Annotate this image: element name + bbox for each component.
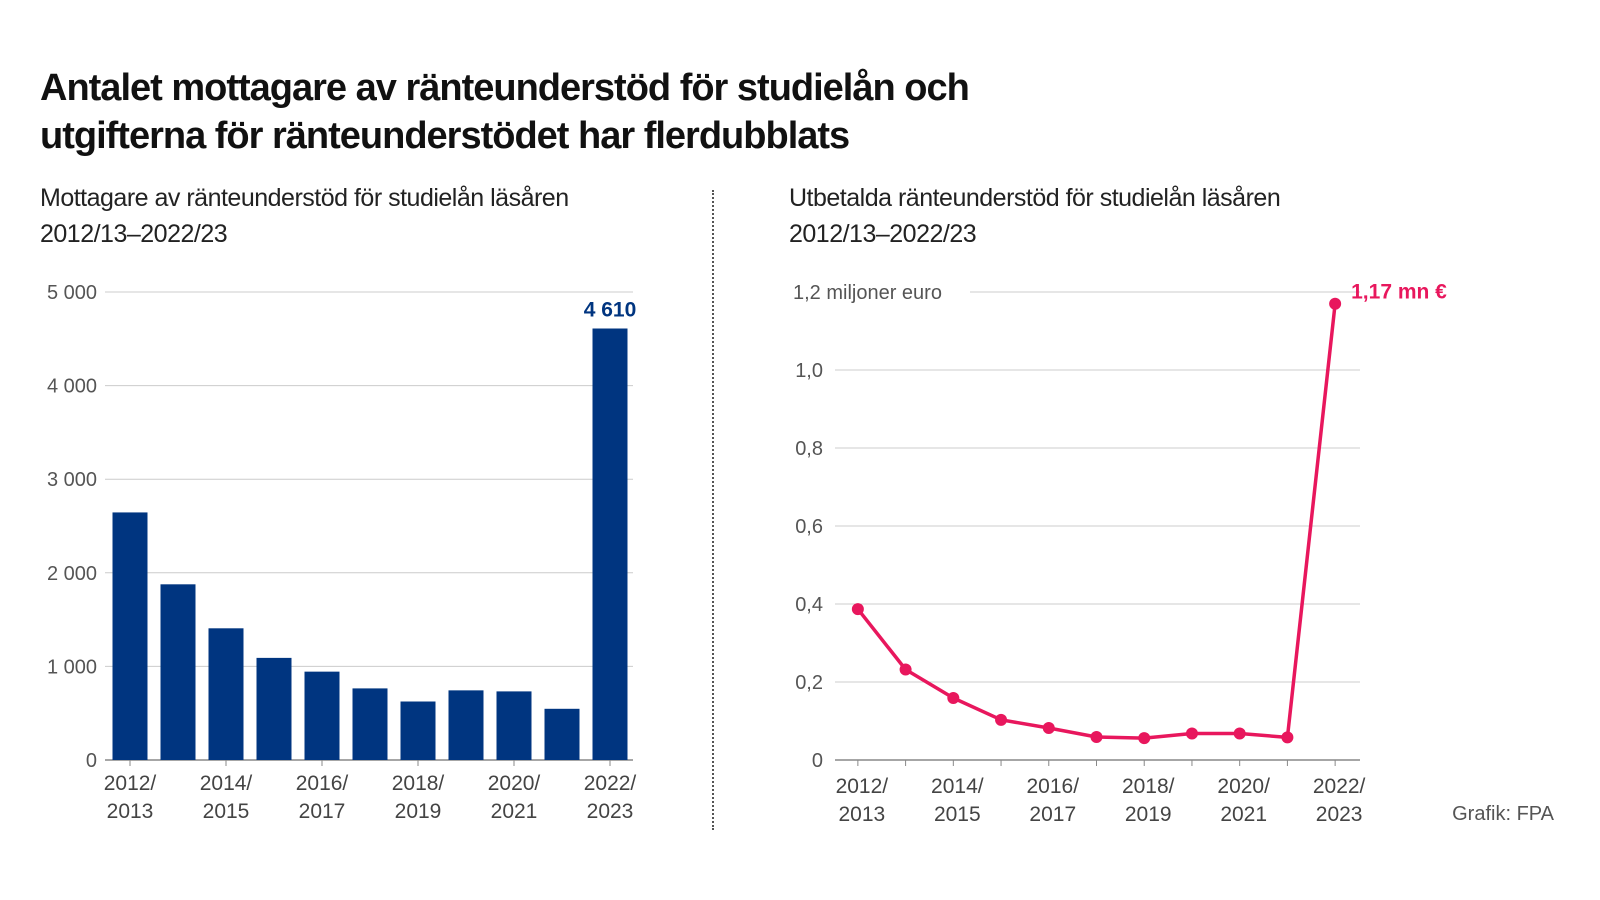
data-point	[899, 663, 912, 676]
bar	[256, 657, 292, 760]
y-tick-label: 1,2 miljoner euro	[793, 282, 942, 304]
y-tick-label: 2 000	[47, 563, 97, 585]
bar	[352, 688, 388, 760]
x-tick-label: 2012/	[104, 772, 157, 795]
x-tick-label: 2018/	[392, 772, 445, 795]
data-point	[995, 713, 1008, 726]
data-point	[947, 691, 960, 704]
x-tick-label: 2014/	[931, 775, 984, 798]
line-chart-subtitle: Utbetalda ränteunderstöd för studielån l…	[789, 184, 1281, 248]
x-tick-label: 2022/	[584, 772, 637, 795]
y-tick-label: 0	[86, 750, 97, 772]
bar	[448, 690, 484, 760]
x-tick-label: 2023	[1316, 803, 1363, 826]
credit: Grafik: FPA	[1452, 803, 1554, 825]
data-point	[1281, 731, 1294, 744]
x-tick-label: 2017	[299, 800, 346, 823]
y-tick-label: 0,8	[795, 438, 823, 460]
y-tick-label: 0	[812, 750, 823, 772]
y-tick-label: 0,2	[795, 672, 823, 694]
y-tick-label: 1 000	[47, 656, 97, 678]
data-point	[1138, 732, 1151, 745]
x-tick-label: 2020/	[1217, 775, 1270, 798]
bar	[400, 701, 436, 760]
bar	[496, 691, 532, 760]
y-tick-label: 0,4	[795, 594, 823, 616]
bar	[112, 512, 148, 760]
bar-chart-subtitle: Mottagare av ränteunderstöd för studielå…	[40, 184, 569, 248]
data-label: 4 610	[584, 299, 637, 322]
data-point	[1090, 730, 1103, 743]
x-tick-label: 2019	[1125, 803, 1172, 826]
x-tick-label: 2015	[934, 803, 981, 826]
y-tick-label: 0,6	[795, 516, 823, 538]
data-point	[1185, 727, 1198, 740]
x-tick-label: 2021	[491, 800, 538, 823]
x-tick-label: 2022/	[1313, 775, 1366, 798]
x-tick-label: 2016/	[296, 772, 349, 795]
data-point	[1042, 722, 1055, 735]
x-tick-label: 2015	[203, 800, 250, 823]
y-tick-label: 4 000	[47, 376, 97, 398]
series-line	[856, 303, 1337, 740]
y-tick-label: 5 000	[47, 282, 97, 304]
x-tick-label: 2013	[839, 803, 886, 826]
y-tick-label: 1,0	[795, 360, 823, 382]
data-point	[1329, 297, 1342, 310]
x-tick-label: 2017	[1029, 803, 1076, 826]
x-tick-label: 2021	[1220, 803, 1267, 826]
data-point	[851, 603, 864, 616]
divider	[712, 190, 714, 830]
x-tick-label: 2016/	[1026, 775, 1079, 798]
y-tick-label: 3 000	[47, 469, 97, 491]
x-tick-label: 2018/	[1122, 775, 1175, 798]
x-tick-label: 2012/	[836, 775, 889, 798]
x-tick-label: 2013	[107, 800, 154, 823]
x-tick-label: 2023	[587, 800, 634, 823]
data-point	[1233, 727, 1246, 740]
x-tick-label: 2019	[395, 800, 442, 823]
chart-title: Antalet mottagare av ränteunderstöd för …	[40, 67, 970, 157]
bar	[544, 708, 580, 760]
bar	[592, 328, 628, 760]
bar	[160, 584, 196, 760]
x-tick-label: 2014/	[200, 772, 253, 795]
bar	[304, 671, 340, 760]
x-tick-label: 2020/	[488, 772, 541, 795]
data-label: 1,17 mn €	[1351, 281, 1447, 304]
bar	[208, 628, 244, 760]
